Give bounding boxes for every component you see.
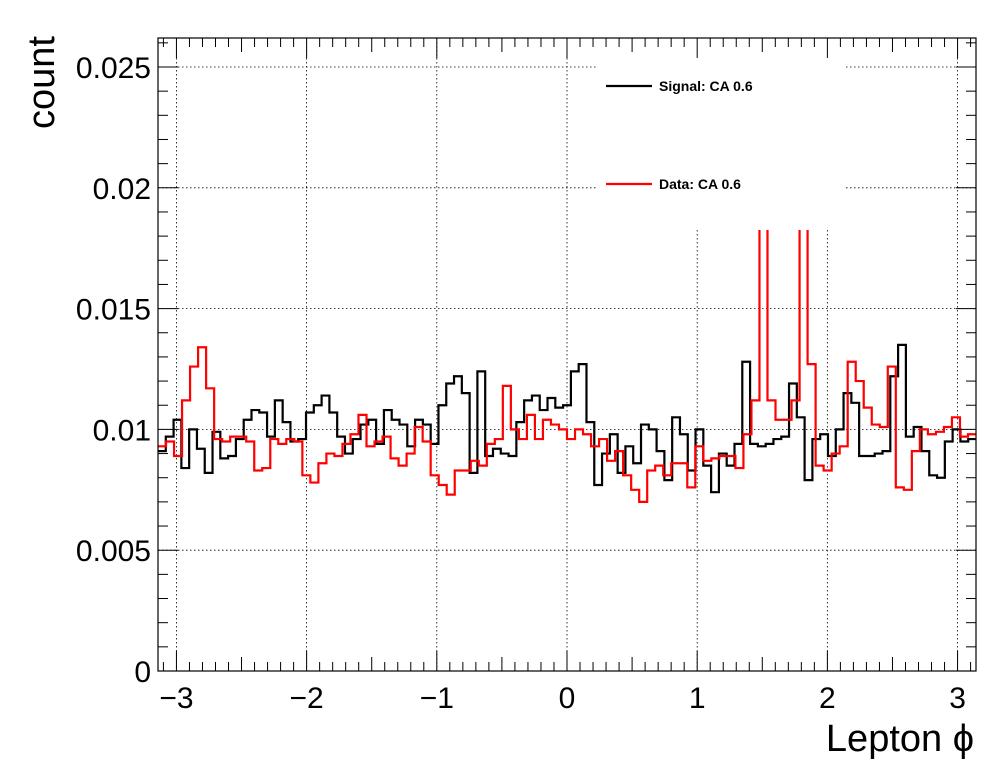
y-tick-label: 0.01: [93, 414, 151, 447]
x-tick-label: −1: [420, 682, 454, 715]
y-tick-label: 0.025: [76, 52, 151, 85]
y-tick-label: 0.005: [76, 535, 151, 568]
series-layer: [158, 229, 976, 502]
x-tick-label: 1: [689, 682, 706, 715]
x-tick-label: −2: [290, 682, 324, 715]
x-tick-label: 2: [819, 682, 836, 715]
x-tick-label: 0: [559, 682, 576, 715]
y-tick-label: 0: [134, 656, 151, 689]
legend-label: Data: CA 0.6: [659, 176, 741, 192]
series-line-data: [158, 229, 976, 502]
x-tick-label: 3: [949, 682, 966, 715]
x-tick-label: −3: [159, 682, 193, 715]
x-axis-title: Lepton ϕ: [826, 718, 974, 760]
y-tick-label: 0.015: [76, 294, 151, 327]
legend-background: [596, 30, 846, 230]
grid: [158, 38, 976, 671]
legend-label: Signal: CA 0.6: [659, 78, 753, 94]
y-axis-title: count: [21, 36, 63, 129]
y-tick-label: 0.02: [93, 173, 151, 206]
